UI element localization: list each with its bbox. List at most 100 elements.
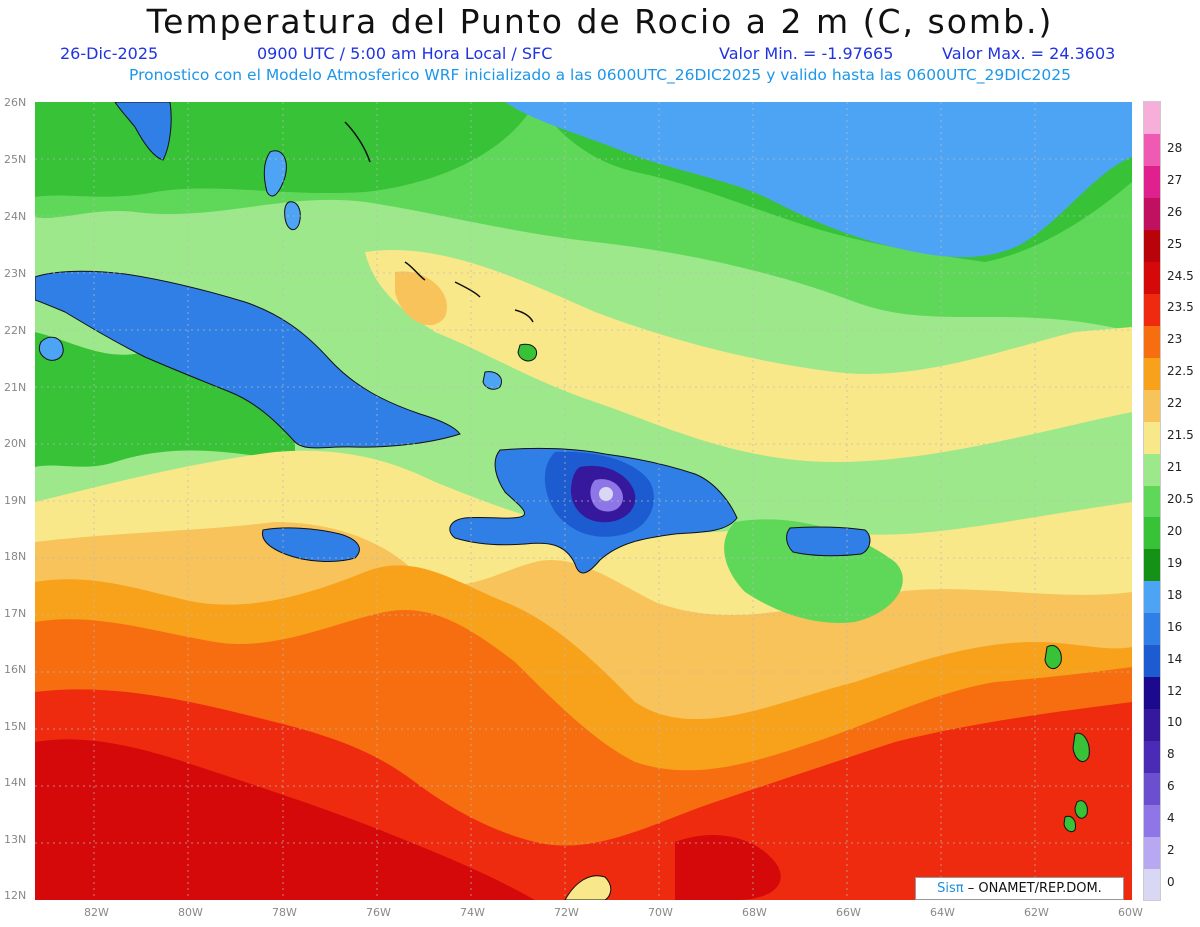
bahamas-island-5 [454,281,481,298]
lon-label: 78W [272,906,297,919]
lon-label: 68W [742,906,767,919]
legend-label: 19 [1167,555,1183,570]
legend-band [1144,229,1160,263]
lat-label: 19N [4,494,27,507]
legend-label: 26 [1167,204,1183,219]
forecast-date: 26-Dic-2025 [60,44,159,63]
lat-label: 14N [4,776,27,789]
lon-label: 66W [836,906,861,919]
lat-label: 16N [4,663,27,676]
watermark-text: – ONAMET/REP.DOM. [967,881,1102,896]
forecast-time: 0900 UTC / 5:00 am Hora Local / SFC [257,44,553,63]
lon-label: 60W [1118,906,1143,919]
legend-band [1144,548,1160,582]
field-dark-red-sw [35,739,535,900]
guadeloupe [1044,645,1062,669]
lon-label: 76W [366,906,391,919]
legend-label: 28 [1167,140,1183,155]
legend-label: 10 [1167,715,1183,730]
lon-label: 70W [648,906,673,919]
lat-label: 15N [4,720,27,733]
lat-label: 20N [4,437,27,450]
legend-band [1144,453,1160,486]
sispi-logo: Sisπ [937,881,964,896]
lon-label: 74W [460,906,485,919]
bahamas-andros [263,150,287,197]
legend-label: 24.5 [1167,268,1194,283]
forecast-info-line: 26-Dic-2025 0900 UTC / 5:00 am Hora Loca… [0,44,1200,139]
cuba-landmass [35,270,461,449]
legend-label: 14 [1167,651,1183,666]
bahamas-island-4 [344,121,371,163]
lat-label: 18N [4,550,27,563]
legend-band [1144,772,1160,805]
field-orange-patch-1 [395,271,447,326]
model-subtitle: Pronostico con el Modelo Atmosferico WRF… [129,66,1071,84]
lat-label: 22N [4,324,27,337]
south-coast-peninsula [564,875,612,900]
legend-label: 2 [1167,843,1175,858]
legend-band [1144,708,1160,741]
legend-label: 20.5 [1167,492,1194,506]
legend-band [1144,421,1160,454]
lat-label: 23N [4,267,27,280]
legend-band [1144,133,1160,167]
legend-band [1144,612,1160,646]
grenada [1063,815,1076,833]
lon-label: 82W [84,906,109,919]
lat-label: 17N [4,607,27,620]
florida-landmass [114,102,172,161]
legend-band [1144,261,1160,294]
legend-label: 4 [1167,811,1175,826]
bahamas-island-2 [284,201,301,231]
legend-label: 20 [1167,523,1183,538]
legend-label: 18 [1167,587,1183,602]
martinique [1072,732,1090,763]
bahamas-island-3 [404,261,426,281]
legend-label: 16 [1167,619,1183,634]
puerto-rico-landmass [786,526,871,557]
legend-label: 22 [1167,396,1183,411]
lat-label: 13N [4,833,27,846]
legend-band [1144,804,1160,837]
barbados-area-island [1074,800,1088,819]
lat-label: 12N [4,889,27,902]
bahamas-island-7 [517,343,538,362]
legend-band [1144,357,1160,390]
bahamas-island-6 [514,309,534,323]
legend-band [1144,197,1160,231]
lat-label: 21N [4,381,27,394]
turks-caicos [482,371,502,390]
map-title: Temperatura del Punto de Rocio a 2 m (C,… [146,2,1054,41]
legend-band [1144,836,1160,869]
legend-label: 12 [1167,683,1183,698]
legend-label: 27 [1167,172,1183,187]
lat-label: 25N [4,153,27,166]
field-yellow-central [365,250,1132,462]
legend-band [1144,485,1160,518]
legend-band [1144,868,1160,901]
legend-label: 6 [1167,779,1175,794]
legend-band [1144,676,1160,709]
lon-label: 80W [178,906,203,919]
legend-band [1144,165,1160,199]
legend-label: 0 [1167,875,1175,890]
isla-juventud [38,336,64,361]
legend-band [1144,644,1160,678]
max-value: Valor Max. = 24.3603 [942,44,1116,63]
legend-label: 23.5 [1167,300,1194,315]
field-dark-red-s [675,834,781,900]
map-grid [35,102,1132,900]
legend-band [1144,740,1160,773]
legend-label: 21.5 [1167,428,1194,443]
legend-band [1144,389,1160,422]
lat-label: 26N [4,96,27,109]
legend-label: 21 [1167,460,1183,475]
legend-band [1144,580,1160,614]
min-value: Valor Min. = -1.97665 [719,44,894,63]
hispaniola-min-point [599,487,613,501]
legend-label: 8 [1167,747,1175,762]
lat-label: 24N [4,210,27,223]
legend-label: 22.5 [1167,364,1194,379]
legend-band [1144,293,1160,326]
